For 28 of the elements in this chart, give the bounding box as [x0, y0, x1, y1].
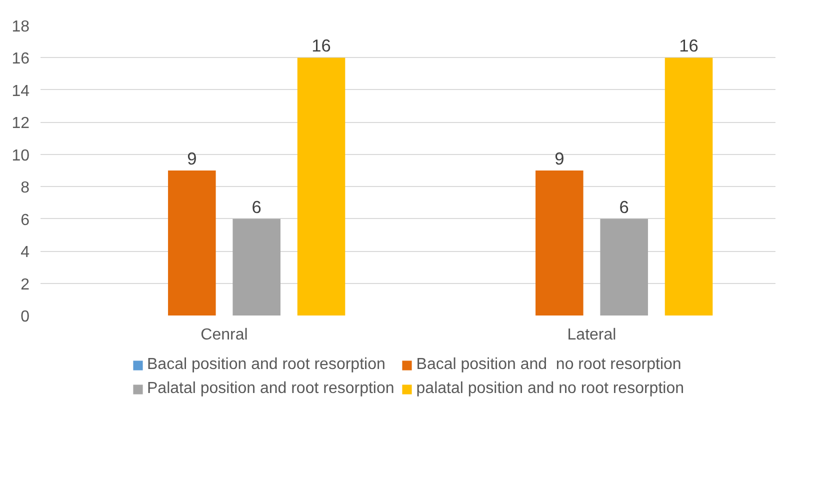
data-label: 9	[187, 148, 197, 168]
x-tick-label: Lateral	[567, 326, 616, 344]
data-label: 6	[619, 196, 629, 217]
y-tick-label: 8	[20, 180, 30, 197]
bar	[297, 58, 346, 316]
data-label: 16	[679, 36, 698, 56]
bar	[536, 170, 584, 316]
data-label: 16	[312, 36, 331, 56]
y-tick-label: 14	[12, 82, 30, 100]
y-tick-label: 10	[12, 147, 30, 164]
y-tick-label: 18	[12, 18, 30, 36]
bar	[232, 218, 280, 316]
legend-label: Palatal position and root resorption	[147, 380, 394, 398]
x-tick-label: Cenral	[200, 326, 248, 344]
y-tick-label: 12	[12, 115, 30, 132]
legend-label: Bacal position and root resorption	[147, 356, 386, 374]
legend-label: palatal position and no root resorption	[416, 380, 684, 398]
bar	[168, 170, 216, 316]
legend-label: Bacal position and no root resorption	[416, 356, 682, 374]
data-label: 9	[554, 148, 564, 168]
bar	[664, 58, 713, 316]
y-tick-label: 16	[12, 50, 30, 68]
y-tick-label: 6	[20, 212, 30, 229]
y-tick-label: 0	[20, 308, 30, 326]
bar	[600, 218, 648, 316]
y-tick-label: 2	[20, 276, 30, 294]
y-tick-label: 4	[20, 244, 30, 262]
data-label: 6	[252, 196, 262, 217]
